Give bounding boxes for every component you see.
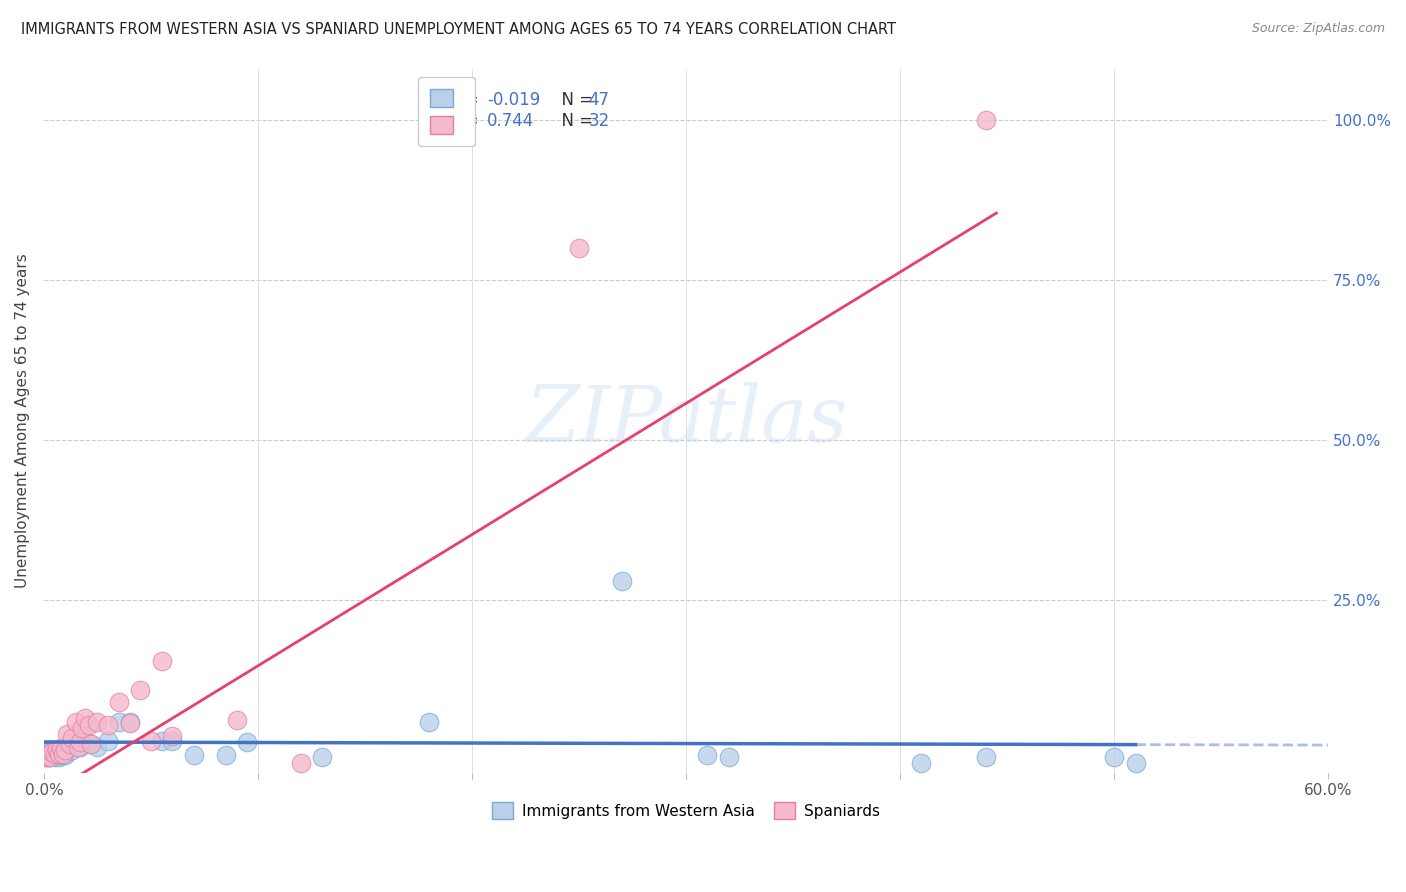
Point (72, 721, 94, 735)
Text: 47: 47 (588, 91, 609, 109)
Point (52, 747, 75, 761)
Point (139, 733, 162, 747)
Text: N =: N = (551, 112, 599, 130)
Text: IMMIGRANTS FROM WESTERN ASIA VS SPANIARD UNEMPLOYMENT AMONG AGES 65 TO 74 YEARS : IMMIGRANTS FROM WESTERN ASIA VS SPANIARD… (21, 22, 896, 37)
Point (53, 747, 76, 762)
Point (97, 717, 120, 731)
Point (696, 747, 718, 762)
Point (1125, 756, 1147, 771)
Point (118, 715, 141, 730)
Point (76, 735, 98, 749)
Text: -0.019: -0.019 (486, 91, 540, 109)
Point (97, 733, 120, 747)
Point (49, 741, 72, 756)
Text: 32: 32 (588, 112, 610, 130)
Point (49, 747, 72, 762)
Point (48, 745, 70, 759)
Point (236, 735, 259, 749)
Point (129, 682, 152, 697)
Point (48, 747, 70, 761)
Point (35, 749, 58, 764)
Point (1102, 749, 1125, 764)
Text: 0.744: 0.744 (486, 112, 534, 130)
Y-axis label: Unemployment Among Ages 65 to 74 years: Unemployment Among Ages 65 to 74 years (15, 253, 30, 588)
Text: ZIPatlas: ZIPatlas (524, 383, 848, 458)
Point (717, 749, 740, 764)
Point (35, 747, 58, 761)
Point (52, 747, 75, 761)
Text: N =: N = (551, 91, 599, 109)
Point (44, 747, 66, 761)
Point (183, 747, 205, 762)
Legend: Immigrants from Western Asia, Spaniards: Immigrants from Western Asia, Spaniards (485, 796, 886, 825)
Point (610, 574, 633, 588)
Point (86, 714, 108, 729)
Point (39, 749, 62, 764)
Point (69, 735, 91, 749)
Point (45, 743, 67, 757)
Point (44, 749, 66, 764)
Text: R =: R = (449, 91, 485, 109)
Point (150, 654, 173, 668)
Point (44, 747, 66, 761)
Point (60, 743, 83, 757)
Point (73, 711, 96, 725)
Point (45, 745, 67, 759)
Point (56, 745, 79, 759)
Point (118, 714, 141, 729)
Point (58, 737, 80, 751)
Point (37, 747, 59, 762)
Point (67, 740, 90, 755)
Text: Source: ZipAtlas.com: Source: ZipAtlas.com (1251, 22, 1385, 36)
Point (41, 747, 63, 762)
Point (150, 733, 173, 747)
Point (65, 737, 87, 751)
Point (910, 756, 932, 771)
Point (418, 714, 440, 729)
Point (69, 740, 91, 755)
Point (53, 743, 76, 757)
Point (311, 749, 333, 764)
Point (39, 749, 62, 764)
Point (65, 714, 87, 729)
Point (58, 740, 80, 755)
Point (37, 743, 59, 757)
Point (80, 737, 103, 751)
Point (37, 749, 59, 764)
Point (41, 745, 63, 759)
Point (215, 747, 238, 762)
Point (45, 747, 67, 762)
Text: R =: R = (449, 112, 489, 130)
Point (80, 737, 103, 751)
Point (37, 747, 59, 761)
Point (35, 749, 58, 764)
Point (48, 749, 70, 764)
Point (49, 743, 72, 757)
Point (44, 743, 66, 757)
Point (568, 241, 591, 255)
Point (60, 731, 83, 745)
Point (290, 756, 312, 771)
Point (56, 727, 79, 741)
Point (39, 747, 62, 762)
Point (974, 749, 997, 764)
Point (162, 733, 184, 747)
Point (77, 717, 100, 731)
Point (41, 743, 63, 757)
Point (107, 695, 129, 709)
Point (53, 743, 76, 757)
Point (974, 112, 997, 127)
Point (86, 740, 108, 755)
Point (39, 745, 62, 759)
Point (162, 729, 184, 743)
Point (225, 713, 247, 727)
Point (107, 714, 129, 729)
